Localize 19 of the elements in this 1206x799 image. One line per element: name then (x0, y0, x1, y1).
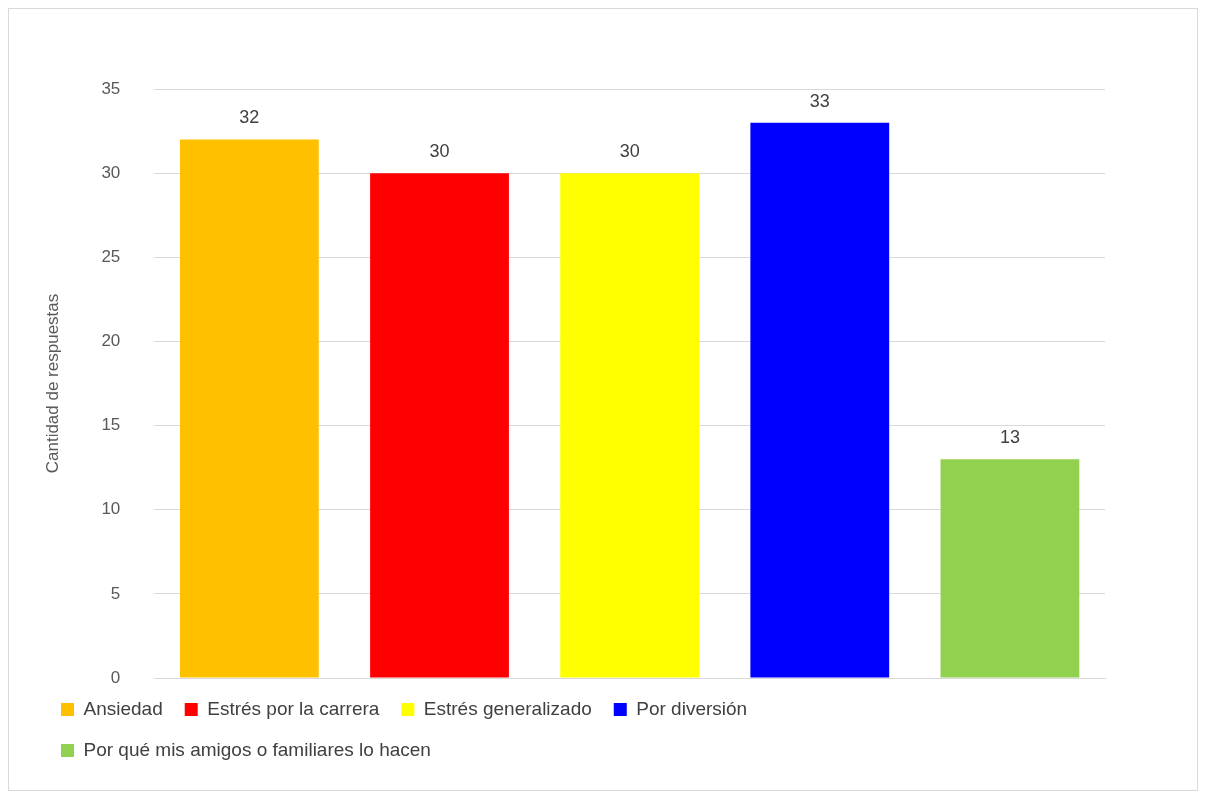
y-tick-label: 0 (110, 667, 121, 687)
legend-label: Estrés generalizado (423, 697, 592, 719)
y-axis-title: Cantidad de respuestas (42, 293, 62, 474)
y-tick-label: 10 (101, 499, 121, 519)
y-tick-label: 5 (110, 583, 121, 603)
data-label: 30 (619, 141, 640, 162)
legend-label: Estrés por la carrera (207, 697, 380, 719)
y-tick-label: 15 (101, 415, 121, 435)
data-label: 13 (999, 427, 1020, 448)
y-tick-label: 25 (101, 246, 121, 266)
legend-label: Por diversión (636, 697, 748, 719)
legend-label: Ansiedad (83, 697, 163, 719)
y-tick-label: 20 (101, 331, 121, 351)
data-label: 30 (429, 141, 450, 162)
y-tick-label: 35 (101, 78, 121, 98)
y-tick-label: 30 (101, 162, 121, 182)
data-label: 33 (809, 90, 830, 111)
data-label: 32 (239, 107, 260, 128)
legend-label: Por qué mis amigos o familiares lo hacen (83, 738, 431, 760)
